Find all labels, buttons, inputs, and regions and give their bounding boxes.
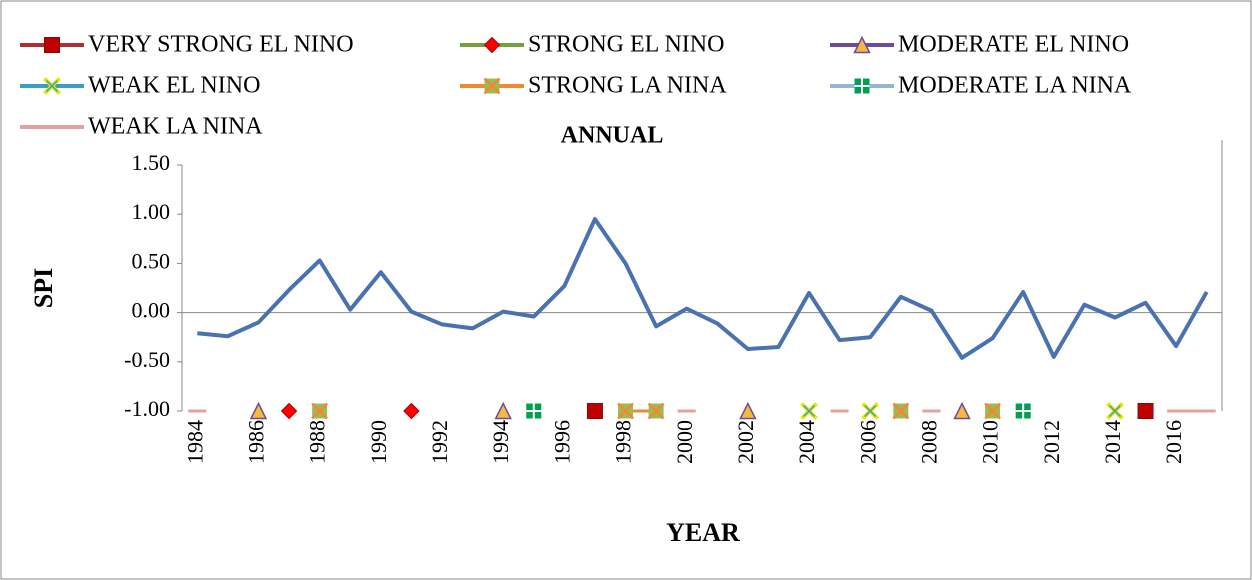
y-tick-label: 1.50 [132,150,171,175]
marker [483,77,501,95]
marker [43,77,61,95]
x-tick-label: 1984 [182,420,207,464]
marker [854,78,870,94]
marker-shape [864,404,877,418]
legend-label: STRONG LA NINA [528,73,727,99]
x-axis-label: YEAR [666,518,740,547]
x-tick-label: 1998 [611,420,636,464]
y-tick-label: 0.50 [132,248,171,273]
marker-shape [526,403,542,419]
legend-label: WEAK EL NINO [88,73,260,99]
marker [617,402,634,420]
x-tick-label: 1990 [366,420,391,464]
marker [494,401,512,420]
marker-shape [853,35,871,54]
x-tick-label: 2002 [733,420,758,464]
marker-shape [586,403,603,419]
marker [1015,403,1031,419]
x-tick-label: 2000 [672,420,697,464]
marker [280,402,298,420]
x-tick-label: 2008 [916,420,941,464]
y-tick-label: -1.00 [124,396,170,421]
marker-shape [854,78,870,94]
marker-shape [483,77,501,95]
x-tick-label: 1996 [549,420,574,464]
legend-label: STRONG EL NINO [528,32,724,58]
marker [44,37,60,53]
marker-shape [311,402,329,420]
y-tick-label: 1.00 [132,199,171,224]
marker-shape [953,401,971,420]
marker-shape [280,402,298,420]
marker-shape [45,79,59,93]
x-tick-label: 2010 [978,420,1003,464]
marker [1137,403,1154,419]
marker-shape [483,36,501,54]
marker-shape [803,404,816,418]
legend-label: VERY STRONG EL NINO [88,32,354,58]
x-tick-label: 1994 [488,420,513,464]
marker [249,401,268,420]
marker [403,402,420,420]
legend-label: MODERATE LA NINA [898,73,1132,99]
marker-shape [403,402,420,420]
marker [739,401,757,420]
x-tick-label: 1986 [244,420,269,464]
marker-shape [984,402,1001,420]
x-tick-label: 1988 [305,420,330,464]
marker-shape [739,401,757,420]
marker-shape [647,402,665,420]
marker [586,403,603,419]
x-tick-label: 2016 [1161,420,1186,464]
marker [647,402,665,420]
marker-shape [892,402,910,420]
legend-label: WEAK LA NINA [88,114,263,140]
marker [953,401,971,420]
marker-shape [494,401,512,420]
marker [984,402,1001,420]
marker [892,402,910,420]
marker [1106,402,1124,420]
x-tick-label: 2014 [1100,420,1125,464]
x-tick-label: 2012 [1039,420,1064,464]
x-tick-label: 1992 [427,420,452,464]
spi-line [197,217,1209,360]
marker-shape [44,37,60,53]
legend-label: MODERATE EL NINO [898,32,1129,58]
y-axis-label: SPI [29,268,58,308]
marker-shape [617,402,634,420]
x-tick-label: 2004 [794,420,819,464]
marker [311,402,329,420]
marker-shape [249,401,268,420]
y-tick-label: 0.00 [132,298,171,323]
marker [853,35,871,54]
marker-shape [1108,404,1121,418]
chart-title: ANNUAL [561,123,664,149]
marker [526,403,542,419]
marker [861,402,880,420]
x-tick-label: 2006 [855,420,880,464]
marker-shape [1015,403,1031,419]
marker-shape [1137,403,1154,419]
marker [800,402,818,420]
marker [483,36,501,54]
y-tick-label: -0.50 [124,347,170,372]
